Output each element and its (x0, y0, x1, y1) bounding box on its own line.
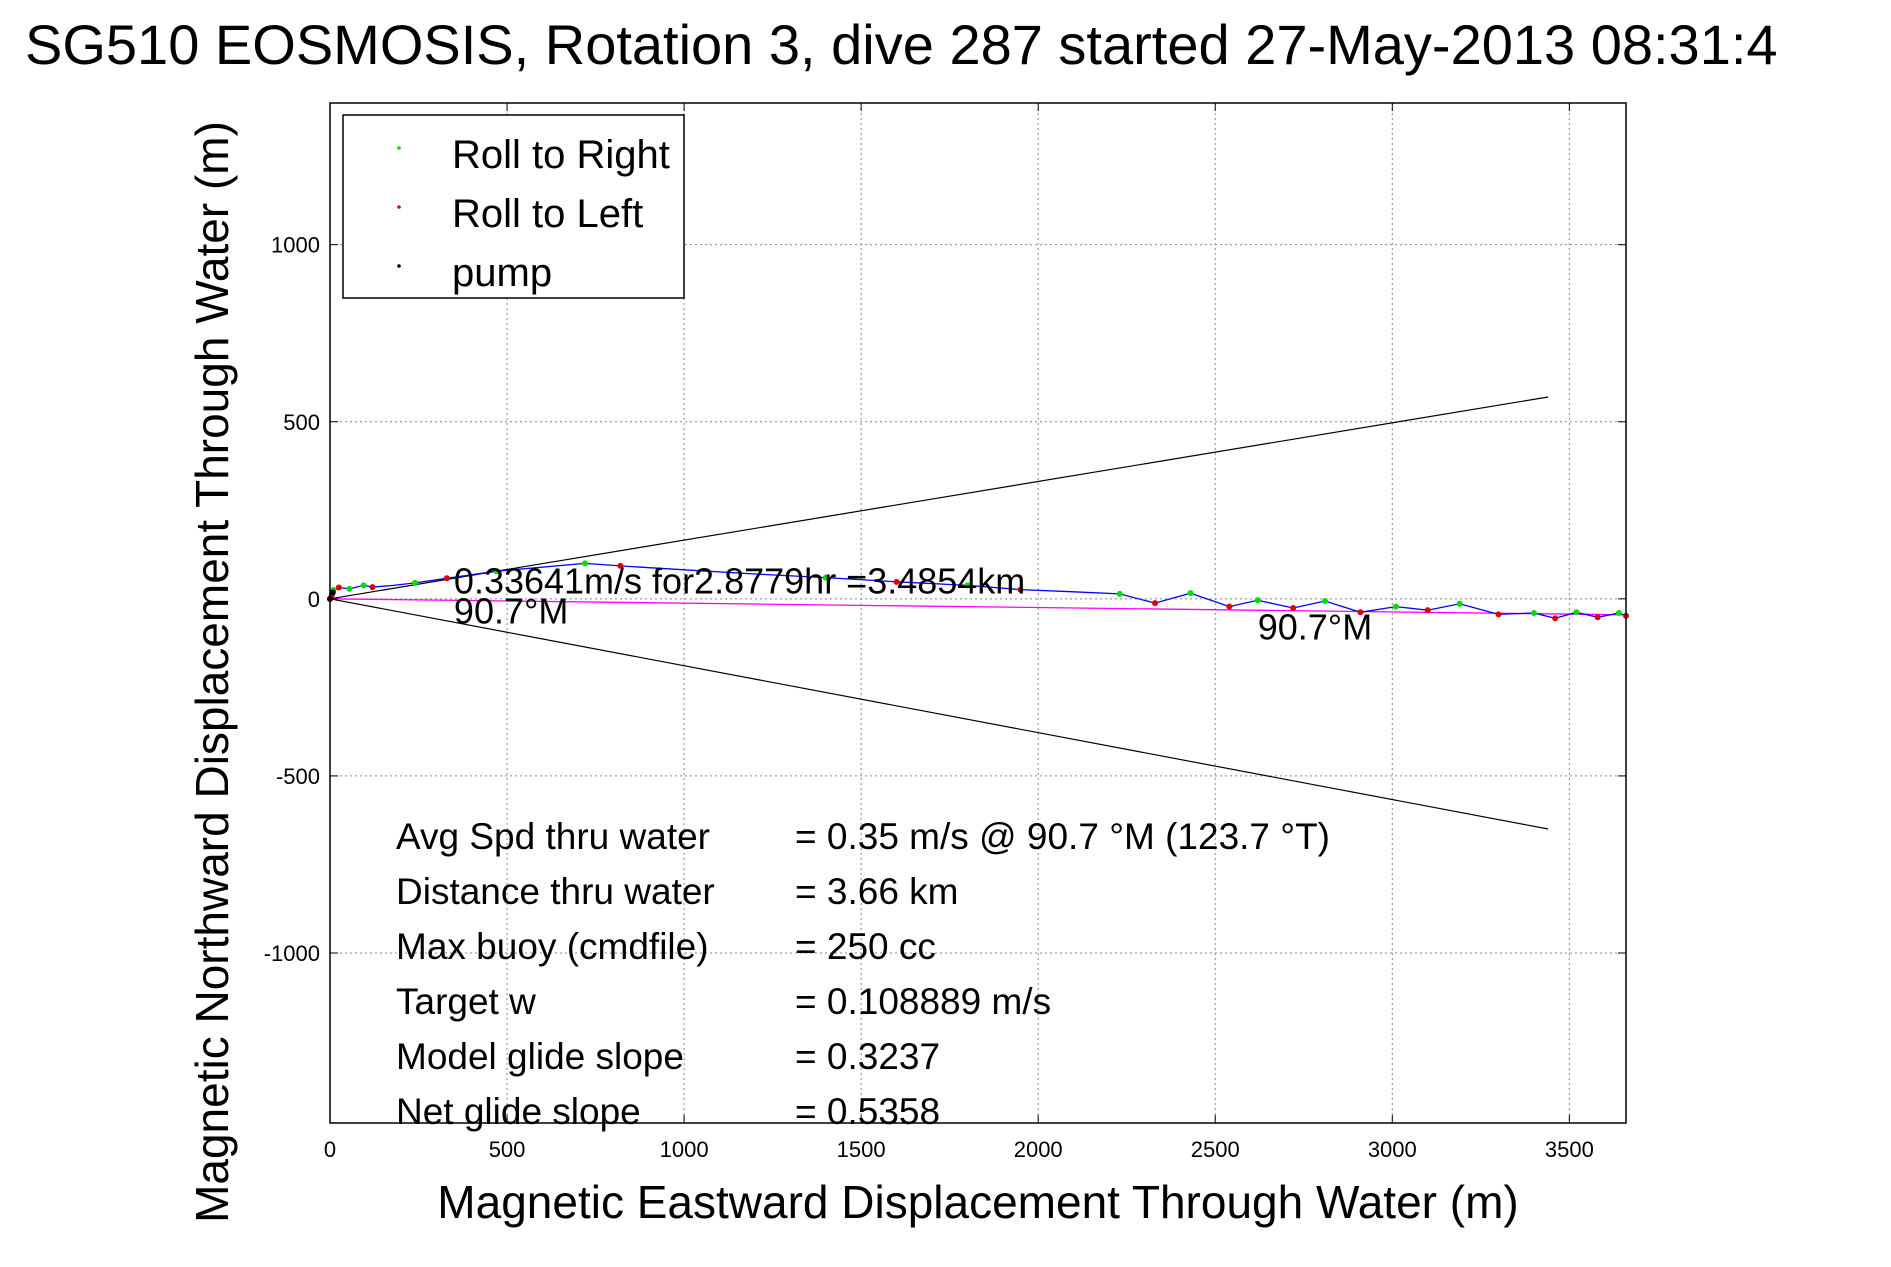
data-point-roll-to-right (360, 582, 367, 589)
data-point-roll-to-left (1552, 615, 1559, 622)
plot-frame (329, 102, 1627, 1124)
data-point-roll-to-right (493, 568, 500, 575)
x-tick-label: 2000 (1014, 1137, 1063, 1162)
y-tick-label: 1000 (271, 233, 320, 258)
x-tick-label: 1500 (837, 1137, 886, 1162)
data-point-roll-to-left (335, 584, 342, 591)
x-tick-label: 2500 (1191, 1137, 1240, 1162)
data-point-roll-to-right (581, 560, 588, 567)
y-tick-label: -500 (276, 764, 320, 789)
stat-value: = 0.108889 m/s (795, 981, 1051, 1022)
data-point-roll-to-left (369, 584, 376, 591)
chart-annotation: 0.33641m/s for2.8779hr =3.4854km (454, 561, 1025, 602)
data-point-roll-to-right (1530, 610, 1537, 616)
heading-layer (329, 598, 1627, 616)
legend-label-roll-right: Roll to Right (452, 133, 670, 177)
x-tick-label: 3500 (1545, 1137, 1594, 1162)
data-point-roll-to-right (1187, 590, 1194, 597)
x-axis-label: Magnetic Eastward Displacement Through W… (437, 1176, 1518, 1228)
data-point-roll-to-left (1152, 600, 1159, 607)
cone-line (329, 598, 1549, 830)
data-point-roll-to-left (1226, 603, 1233, 610)
tick-layer: 0 500 1000 1500 2000 2500 3000 3500 -1000 -500 0 50… (264, 103, 1626, 1162)
data-point-roll-to-right (1615, 610, 1622, 616)
data-point-roll-to-left (1017, 586, 1024, 593)
data-point-roll-to-left (1357, 609, 1364, 616)
y-tick-label: -1000 (264, 941, 320, 966)
x-tick-label: 0 (324, 1137, 336, 1162)
legend-label-roll-left: Roll to Left (452, 192, 643, 236)
cone-line (329, 396, 1549, 600)
stat-label: Max buoy (cmdfile) (396, 926, 709, 967)
data-point-roll-to-left (617, 562, 624, 569)
heading-line (329, 598, 1627, 616)
data-point-roll-to-right (1322, 597, 1329, 604)
data-point-roll-to-left (893, 578, 900, 585)
legend-marker-roll-left (397, 205, 401, 209)
legend-label-pump: pump (452, 251, 552, 295)
x-tick-label: 3000 (1368, 1137, 1417, 1162)
data-point-roll-to-right (411, 579, 418, 586)
data-point-roll-to-right (1573, 609, 1580, 616)
chart-title: SG510 EOSMOSIS, Rotation 3, dive 287 sta… (25, 13, 1778, 76)
stat-label: Model glide slope (396, 1036, 684, 1077)
data-point-roll-to-left (1495, 611, 1502, 618)
stat-value: = 0.35 m/s @ 90.7 °M (123.7 °T) (795, 816, 1330, 857)
stat-label: Net glide slope (396, 1091, 641, 1132)
data-point-roll-to-right (822, 574, 829, 581)
y-tick-label: 500 (283, 410, 320, 435)
stat-label: Target w (396, 981, 536, 1022)
data-point-roll-to-right (1456, 600, 1463, 607)
legend-marker-roll-right (397, 146, 401, 150)
data-point-roll-to-right (1116, 590, 1123, 597)
x-tick-label: 500 (489, 1137, 526, 1162)
stat-value: = 0.5358 (795, 1091, 940, 1132)
data-point-roll-to-right (964, 582, 971, 589)
cone-layer (329, 396, 1549, 830)
data-point-roll-to-left (1424, 607, 1431, 614)
x-tick-label: 1000 (660, 1137, 709, 1162)
legend-marker-pump (397, 264, 401, 268)
chart-annotation: 90.7°M (454, 591, 568, 632)
y-axis-label: Magnetic Northward Displacement Through … (186, 121, 238, 1223)
stats-layer: Avg Spd thru water = 0.35 m/s @ 90.7 °M (… (396, 816, 1330, 1132)
legend: Roll to Right Roll to Left pump (342, 114, 685, 299)
data-point-roll-to-right (1254, 597, 1261, 604)
data-point-roll-to-right (1392, 603, 1399, 610)
data-point-roll-to-left (1290, 605, 1297, 612)
stat-value: = 3.66 km (795, 871, 959, 912)
data-point-roll-to-left (443, 575, 450, 582)
data-point-roll-to-right (346, 585, 353, 592)
data-point-roll-to-left (1594, 614, 1601, 621)
chart-annotation: 90.7°M (1258, 607, 1372, 648)
stat-value: = 0.3237 (795, 1036, 940, 1077)
stat-label: Avg Spd thru water (396, 816, 710, 857)
stat-value: = 250 cc (795, 926, 936, 967)
y-tick-label: 0 (308, 587, 320, 612)
stat-label: Distance thru water (396, 871, 715, 912)
data-point-pump (329, 589, 336, 596)
